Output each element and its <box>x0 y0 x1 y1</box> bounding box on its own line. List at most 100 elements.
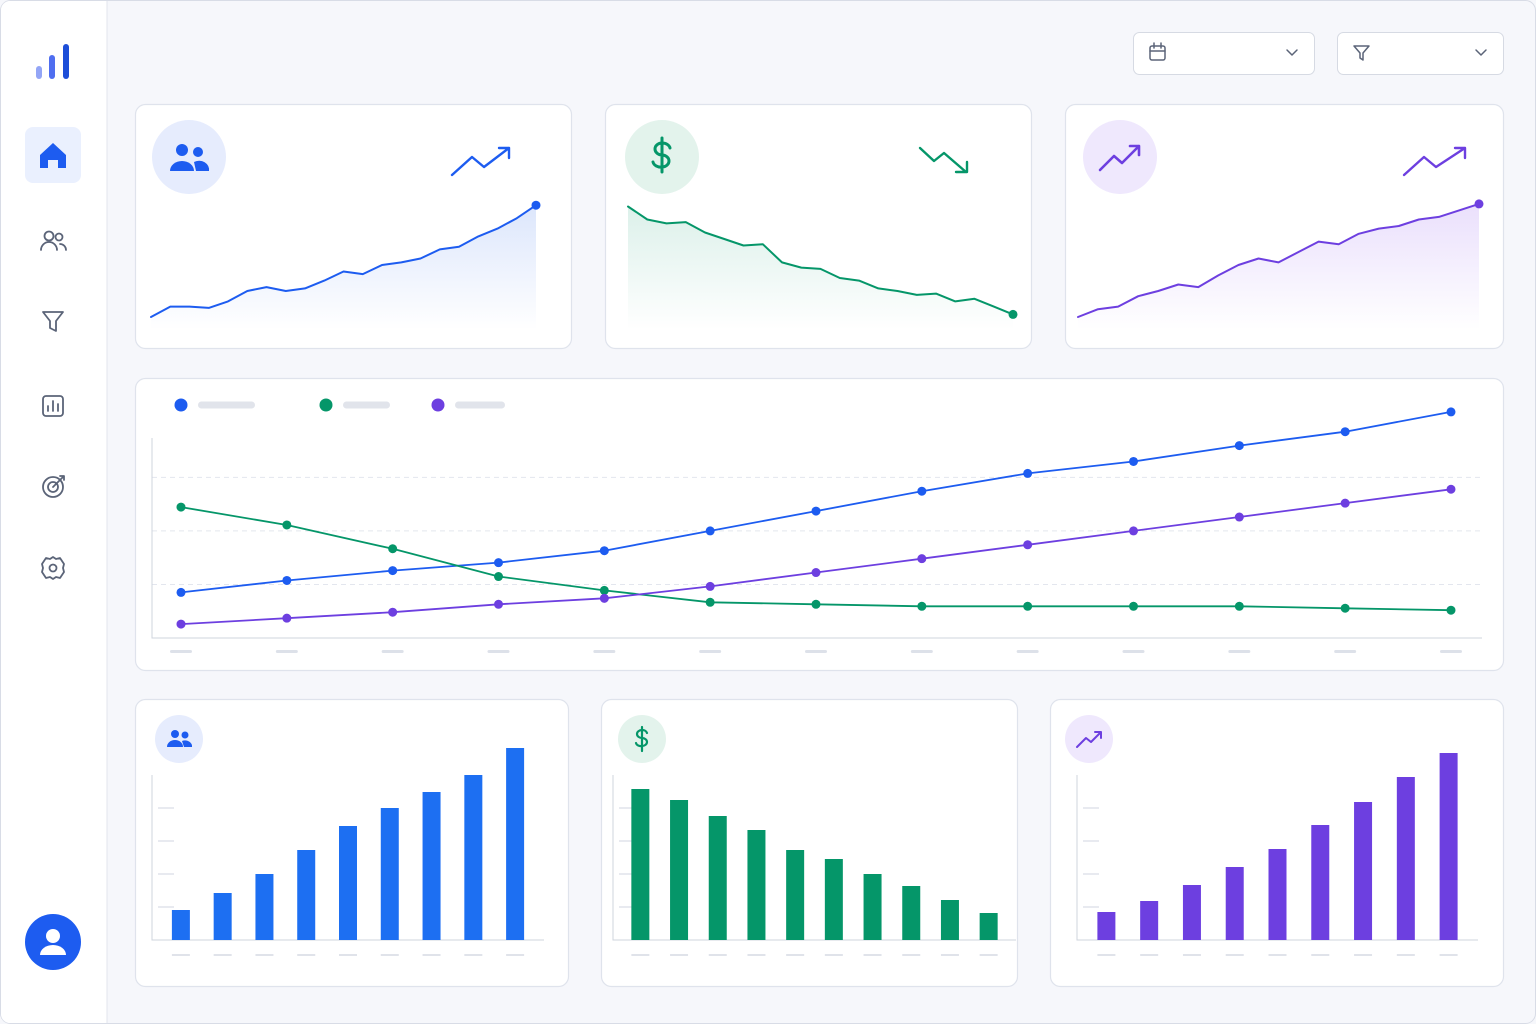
nav-reports[interactable] <box>42 395 64 417</box>
revenue-badge <box>618 715 666 763</box>
bar <box>380 808 399 940</box>
bar <box>213 893 232 940</box>
point <box>388 566 398 576</box>
point <box>599 585 609 595</box>
growth-badge <box>1065 715 1113 763</box>
point <box>176 587 186 597</box>
legend-placeholder <box>343 401 390 409</box>
legend-dot <box>319 398 333 412</box>
point <box>1234 441 1244 451</box>
x-tick-placeholder <box>1334 650 1357 653</box>
point <box>1129 456 1138 466</box>
legend-dot <box>431 398 445 412</box>
bar <box>670 800 689 940</box>
bar <box>255 874 274 940</box>
bar <box>786 850 805 940</box>
point <box>1340 427 1350 437</box>
point <box>1234 601 1244 611</box>
x-tick-placeholder <box>255 954 274 956</box>
bar <box>464 775 483 940</box>
nav-users[interactable] <box>40 230 67 251</box>
point <box>917 554 927 564</box>
sidebar <box>1 1 108 1023</box>
home-icon <box>40 143 66 168</box>
bar <box>979 913 998 940</box>
bar <box>902 886 921 940</box>
x-tick-placeholder <box>381 650 404 653</box>
x-tick-placeholder <box>1122 650 1145 653</box>
line <box>627 205 1014 316</box>
x-tick-placeholder <box>275 650 298 653</box>
bar <box>631 789 650 940</box>
point <box>494 599 503 609</box>
nav-funnel[interactable] <box>42 311 64 332</box>
x-tick-placeholder <box>1097 954 1116 956</box>
x-tick-placeholder <box>487 650 510 653</box>
x-tick-placeholder <box>863 954 882 956</box>
point <box>811 599 821 609</box>
users-badge <box>155 715 203 763</box>
bar <box>1396 777 1415 940</box>
x-tick-placeholder <box>1225 954 1244 956</box>
bar <box>297 850 316 940</box>
x-tick-placeholder <box>1016 650 1039 653</box>
point <box>494 572 503 582</box>
x-tick-placeholder <box>297 954 316 956</box>
bar <box>1225 867 1244 940</box>
point <box>388 544 398 554</box>
x-tick-placeholder <box>747 954 766 956</box>
bar <box>1182 885 1201 940</box>
x-tick-placeholder <box>902 954 921 956</box>
point <box>599 593 609 603</box>
bar <box>1354 802 1373 940</box>
point <box>599 546 609 556</box>
point <box>1129 601 1138 611</box>
x-tick-placeholder <box>593 650 616 653</box>
bar <box>940 900 959 940</box>
point <box>1023 540 1033 550</box>
users-badge <box>152 120 226 194</box>
point <box>1129 526 1138 536</box>
line <box>1077 202 1480 318</box>
point <box>1234 512 1244 522</box>
point <box>176 619 186 629</box>
trend-up-icon <box>1402 146 1467 177</box>
bar <box>171 910 190 940</box>
x-tick-placeholder <box>670 954 689 956</box>
line <box>150 204 537 318</box>
x-tick-placeholder <box>464 954 483 956</box>
x-tick-placeholder <box>1268 954 1287 956</box>
trend-down-icon <box>918 146 969 174</box>
axis <box>1076 775 1478 941</box>
growth-badge <box>1083 120 1157 194</box>
filter-dropdown[interactable] <box>1337 32 1504 75</box>
nav-goals[interactable] <box>42 475 65 498</box>
x-tick-placeholder <box>786 954 805 956</box>
point <box>705 597 715 607</box>
x-tick-placeholder <box>506 954 525 956</box>
date-dropdown[interactable] <box>1133 32 1315 75</box>
x-tick-placeholder <box>1439 954 1458 956</box>
logo <box>36 44 69 79</box>
bar <box>747 830 766 940</box>
bar <box>1439 753 1458 940</box>
x-tick-placeholder <box>824 954 843 956</box>
legend-placeholder <box>455 401 505 409</box>
x-tick-placeholder <box>1396 954 1415 956</box>
x-tick-placeholder <box>1440 650 1462 653</box>
point <box>388 607 398 617</box>
nav-settings[interactable] <box>41 556 65 580</box>
x-tick-placeholder <box>171 954 190 956</box>
point <box>917 601 927 611</box>
point <box>282 613 292 623</box>
x-tick-placeholder <box>1311 954 1330 956</box>
point <box>1023 468 1033 478</box>
bar <box>1097 912 1116 940</box>
point <box>282 575 292 585</box>
x-tick-placeholder <box>708 954 727 956</box>
point <box>705 581 715 591</box>
x-tick-placeholder <box>213 954 232 956</box>
point <box>1446 484 1456 494</box>
point <box>917 486 927 496</box>
